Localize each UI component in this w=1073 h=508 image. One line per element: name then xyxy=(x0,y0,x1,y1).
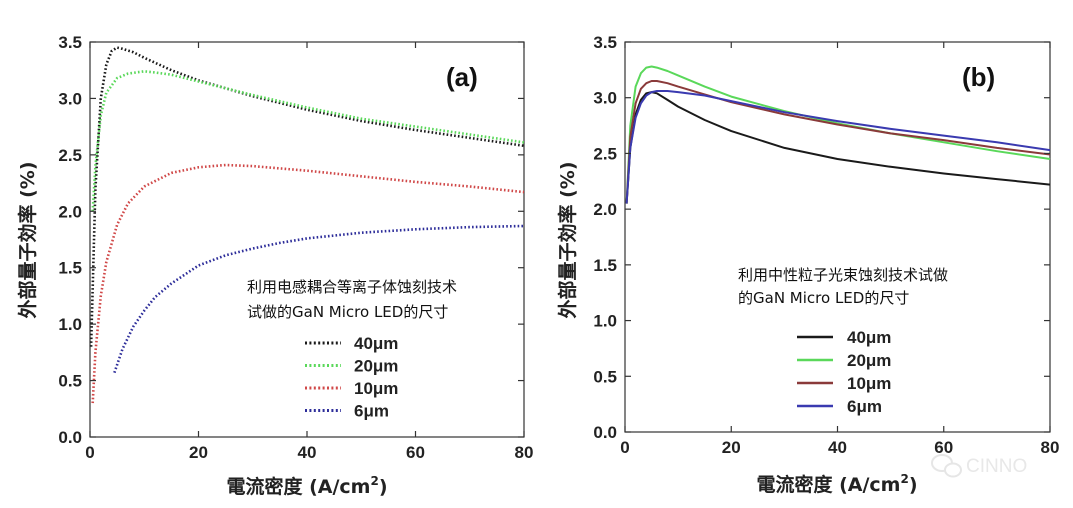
y-tick-label: 2.0 xyxy=(593,200,617,219)
x-tick-label: 20 xyxy=(189,443,208,462)
panel-label: (b) xyxy=(962,62,995,92)
tick-layer: 0 20 40 60 80 0.0 0.5 1.0 1.5 2.0 2.5 3.0 3.5 xyxy=(593,33,1059,457)
x-tick-label: 80 xyxy=(515,443,534,462)
y-tick-label: 0.5 xyxy=(58,372,82,391)
y-tick-label: 3.5 xyxy=(593,33,617,52)
x-axis-title: 電流密度 (A/cm2) xyxy=(756,472,917,496)
x-axis-title-sup: 2 xyxy=(370,474,378,488)
legend: 40μm 20μm 10μm 6μm xyxy=(797,328,891,416)
annotation-box xyxy=(734,260,1004,310)
x-axis-title-sup: 2 xyxy=(900,472,908,486)
legend-label: 40μm xyxy=(847,328,891,347)
y-tick-label: 1.5 xyxy=(593,256,617,275)
x-axis-title: 電流密度 (A/cm2) xyxy=(226,474,387,498)
x-axis-title-main: 電流密度 (A/cm xyxy=(226,475,370,498)
annotation-line-1: 利用电感耦合等离子体蚀刻技术 xyxy=(247,278,457,296)
y-tick-label: 1.5 xyxy=(58,259,82,278)
y-tick-label: 2.0 xyxy=(58,202,82,221)
y-axis-title: 外部量子効率 (%) xyxy=(16,161,39,318)
legend-label: 6μm xyxy=(354,402,389,421)
y-tick-label: 3.5 xyxy=(58,33,82,52)
x-tick-label: 0 xyxy=(85,443,94,462)
annotation-line-1: 利用中性粒子光束蚀刻技术试做 xyxy=(738,266,948,284)
legend-label: 6μm xyxy=(847,397,882,416)
series-line-6μm xyxy=(113,224,525,374)
annotation-line-2: 的GaN Micro LED的尺寸 xyxy=(738,289,909,307)
series-line-40μm xyxy=(625,91,1051,204)
x-tick-label: 20 xyxy=(722,438,741,457)
y-tick-label: 2.5 xyxy=(593,144,617,163)
y-axis-title: 外部量子効率 (%) xyxy=(556,161,579,318)
x-axis-title-main: 電流密度 (A/cm xyxy=(756,473,900,496)
panel-b: 0 20 40 60 80 0.0 0.5 1.0 1.5 2.0 2.5 3.0 3.5 (b) 外部… xyxy=(556,33,1059,496)
x-axis-title-end: ) xyxy=(379,476,388,498)
tick-layer: 0 20 40 60 80 0.0 0.5 1.0 1.5 2.0 2.5 3.0 3.5 xyxy=(58,33,533,462)
y-tick-label: 2.5 xyxy=(58,146,82,165)
watermark: CINNO xyxy=(931,454,1027,478)
plot-frame xyxy=(624,41,1051,433)
series-line-40μm xyxy=(89,46,525,347)
panel-a: 0 20 40 60 80 0.0 0.5 1.0 1.5 2.0 2.5 3.0 3.5 (a) 外部… xyxy=(16,33,533,498)
wechat-icon xyxy=(931,454,962,478)
y-tick-label: 0.5 xyxy=(593,367,617,386)
legend-label: 10μm xyxy=(354,379,398,398)
y-tick-label: 1.0 xyxy=(58,315,82,334)
legend-label: 20μm xyxy=(354,357,398,376)
panel-label: (a) xyxy=(446,62,478,92)
x-tick-label: 40 xyxy=(828,438,847,457)
legend-label: 20μm xyxy=(847,351,891,370)
x-tick-label: 40 xyxy=(298,443,317,462)
annotation-line-2: 试做的GaN Micro LED的尺寸 xyxy=(247,303,448,321)
x-tick-label: 80 xyxy=(1041,438,1060,457)
x-tick-label: 60 xyxy=(406,443,425,462)
y-tick-label: 3.0 xyxy=(58,89,82,108)
x-tick-label: 0 xyxy=(620,438,629,457)
y-tick-label: 0.0 xyxy=(58,428,82,447)
series-line-20μm xyxy=(91,70,525,212)
series-line-6μm xyxy=(625,90,1051,204)
y-tick-label: 1.0 xyxy=(593,312,617,331)
legend: 40μm 20μm 10μm 6μm xyxy=(305,334,398,421)
series-layer xyxy=(89,46,525,404)
series-line-10μm xyxy=(625,80,1051,204)
x-axis-title-end: ) xyxy=(909,474,918,496)
y-tick-label: 3.0 xyxy=(593,89,617,108)
y-tick-label: 0.0 xyxy=(593,423,617,442)
legend-label: 40μm xyxy=(354,334,398,353)
x-tick-label: 60 xyxy=(934,438,953,457)
series-layer xyxy=(625,65,1051,204)
watermark-text: CINNO xyxy=(966,456,1027,477)
annotation-box xyxy=(243,271,511,323)
legend-label: 10μm xyxy=(847,374,891,393)
